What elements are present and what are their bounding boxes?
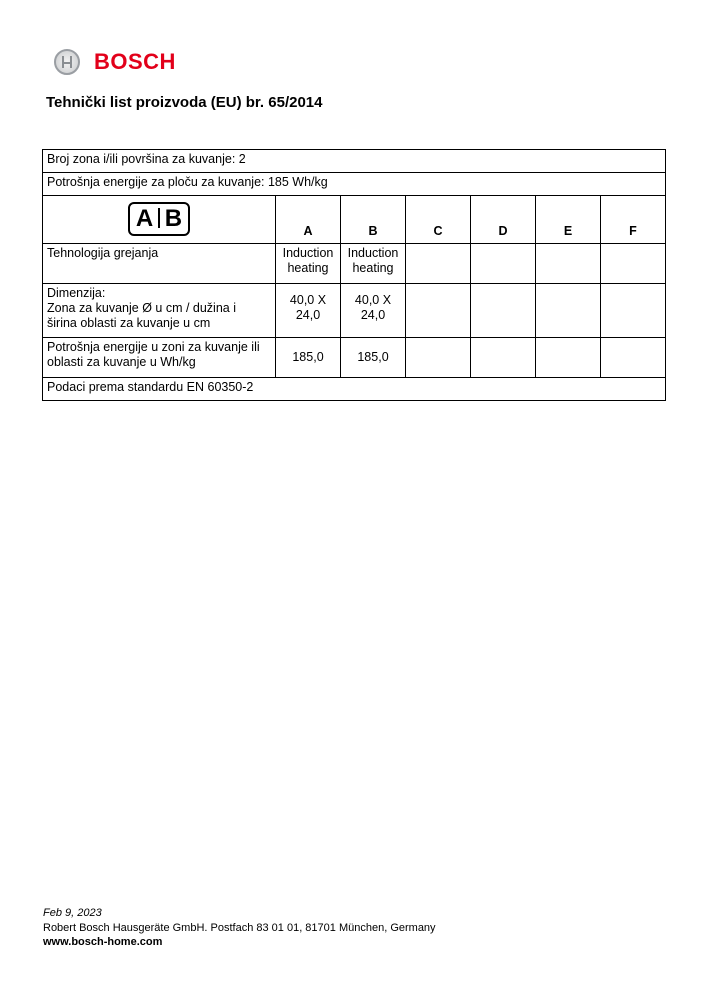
zones-count: Broj zona i/ili površina za kuvanje: 2 <box>42 149 666 173</box>
cell: 40,0 X 24,0 <box>340 283 406 338</box>
column-header: E <box>535 195 601 244</box>
row-label: Potrošnja energije u zoni za kuvanje ili… <box>42 337 276 378</box>
symbol-b: B <box>164 205 183 232</box>
row-label: Dimenzija: Zona za kuvanje Ø u cm / dužin… <box>42 283 276 338</box>
cell <box>600 283 666 338</box>
cell: Induction heating <box>275 243 341 284</box>
table-row: Dimenzija: Zona za kuvanje Ø u cm / dužin… <box>42 283 666 338</box>
column-header: B <box>340 195 406 244</box>
column-header: D <box>470 195 536 244</box>
page-title: Tehnički list proizvoda (EU) br. 65/2014 <box>46 94 323 111</box>
footer-address: Robert Bosch Hausgeräte GmbH. Postfach 8… <box>43 921 436 934</box>
cell <box>535 243 601 284</box>
table-row: Tehnologija grejanja Induction heating I… <box>42 243 666 284</box>
cell <box>535 337 601 378</box>
table-row: Potrošnja energije za ploču za kuvanje: … <box>42 172 666 196</box>
footer: Feb 9, 2023 Robert Bosch Hausgeräte GmbH… <box>43 906 436 950</box>
column-header: C <box>405 195 471 244</box>
cell: 185,0 <box>340 337 406 378</box>
cell: Induction heating <box>340 243 406 284</box>
column-header: F <box>600 195 666 244</box>
brand-name: BOSCH <box>94 49 176 74</box>
column-header: A <box>275 195 341 244</box>
energy-consumption: Potrošnja energije za ploču za kuvanje: … <box>42 172 666 196</box>
table-row: Podaci prema standardu EN 60350-2 <box>42 377 666 401</box>
brand-logo: BOSCH <box>54 49 176 75</box>
cell <box>600 337 666 378</box>
cell <box>535 283 601 338</box>
row-label: Tehnologija grejanja <box>42 243 276 284</box>
table-row: Broj zona i/ili površina za kuvanje: 2 <box>42 149 666 173</box>
cell <box>600 243 666 284</box>
table-row: Potrošnja energije u zoni za kuvanje ili… <box>42 337 666 378</box>
cell: 40,0 X 24,0 <box>275 283 341 338</box>
cell: 185,0 <box>275 337 341 378</box>
row-label-line: Dimenzija: <box>47 286 106 300</box>
product-fiche-table: Broj zona i/ili površina za kuvanje: 2 P… <box>42 149 666 401</box>
cell <box>405 283 471 338</box>
footer-date: Feb 9, 2023 <box>43 907 102 919</box>
footer-website[interactable]: www.bosch-home.com <box>43 936 163 948</box>
cell <box>470 283 536 338</box>
symbol-a: A <box>135 205 154 232</box>
cell <box>405 337 471 378</box>
row-label-line: Zona za kuvanje Ø u cm / dužina i širina… <box>47 301 236 330</box>
cell <box>470 337 536 378</box>
standard-note: Podaci prema standardu EN 60350-2 <box>42 377 666 401</box>
bosch-armature-icon <box>54 49 80 75</box>
cell <box>405 243 471 284</box>
cell <box>470 243 536 284</box>
